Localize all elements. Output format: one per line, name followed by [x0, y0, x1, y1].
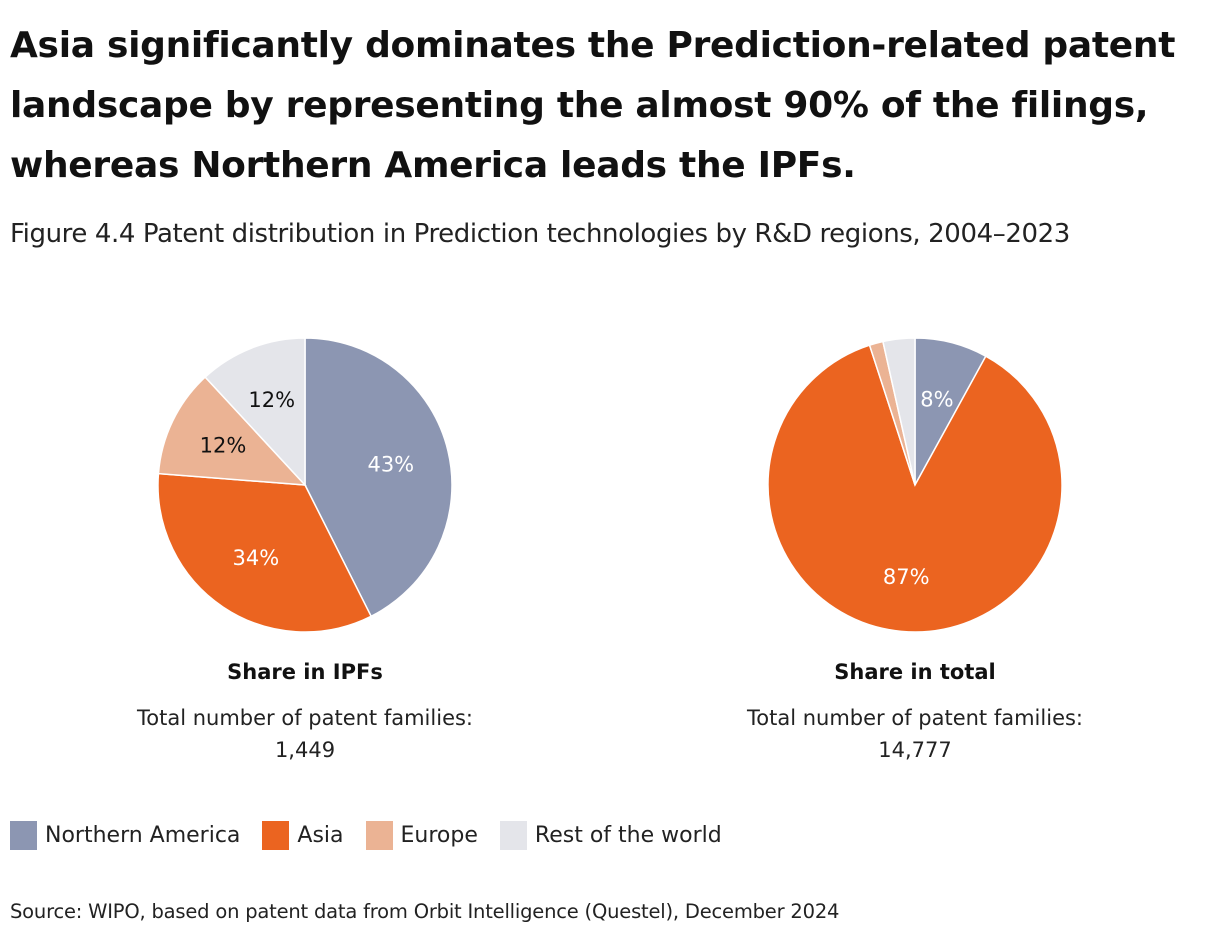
pie-chart-total: 8% 87% [767, 337, 1063, 633]
legend-item-asia: Asia [262, 821, 344, 850]
legend-label-northern-america: Northern America [45, 823, 241, 848]
pie-slice-total-asia [767, 344, 1063, 633]
pie-label-total-asia: 87% [883, 565, 930, 589]
pie-label-ipfs-europe: 12% [200, 433, 247, 457]
legend-item-northern-america: Northern America [10, 821, 240, 850]
total-value-ipfs: 1,449 [274, 738, 336, 762]
pie-label-ipfs-asia: 34% [233, 546, 280, 570]
chart-title-ipfs: Share in IPFs [227, 660, 383, 684]
pie-slice-ipfs-asia [157, 472, 373, 633]
legend-label-rest-of-world: Rest of the world [534, 823, 722, 848]
legend: Northern America Asia Europe Rest of the… [10, 821, 744, 850]
caption-total: Share in total Total number of patent fa… [665, 658, 1165, 766]
total-value-total: 14,777 [878, 738, 952, 762]
pie-slice-ipfs-rest-of-the-world [204, 337, 306, 487]
legend-swatch-rest-of-world [499, 821, 527, 850]
headline: Asia significantly dominates the Predict… [10, 25, 1176, 186]
legend-item-europe: Europe [365, 821, 478, 850]
legend-swatch-northern-america [10, 821, 37, 850]
total-ipfs: Total number of patent families: 1,449 [55, 702, 555, 766]
legend-swatch-europe [365, 821, 393, 850]
legend-label-asia: Asia [297, 823, 344, 848]
source-note: Source: WIPO, based on patent data from … [10, 900, 840, 923]
total-label-ipfs: Total number of patent families: [137, 706, 473, 730]
pie-chart-ipfs: 43% 34% 12%12% [157, 337, 453, 633]
pie-slice-ipfs-europe [157, 376, 307, 486]
legend-swatch-asia [262, 821, 290, 850]
pie-slice-total-rest-of-the-world [882, 337, 916, 486]
legend-label-europe: Europe [400, 823, 478, 848]
pie-label-ipfs-northern-america: 43% [367, 453, 414, 477]
total-label-total: Total number of patent families: [747, 706, 1083, 730]
pie-label-ipfs-rest-of-the-world: 12% [248, 388, 295, 412]
pie-slice-ipfs-northern-america [304, 337, 453, 618]
caption-ipfs: Share in IPFs Total number of patent fam… [55, 658, 555, 766]
pie-label-total-northern-america: 8% [920, 388, 953, 412]
chart-title-total: Share in total [834, 660, 996, 684]
total-total: Total number of patent families: 14,777 [665, 702, 1165, 766]
figure-subtitle: Figure 4.4 Patent distribution in Predic… [10, 219, 1070, 249]
legend-item-rest-of-world: Rest of the world [499, 821, 722, 850]
